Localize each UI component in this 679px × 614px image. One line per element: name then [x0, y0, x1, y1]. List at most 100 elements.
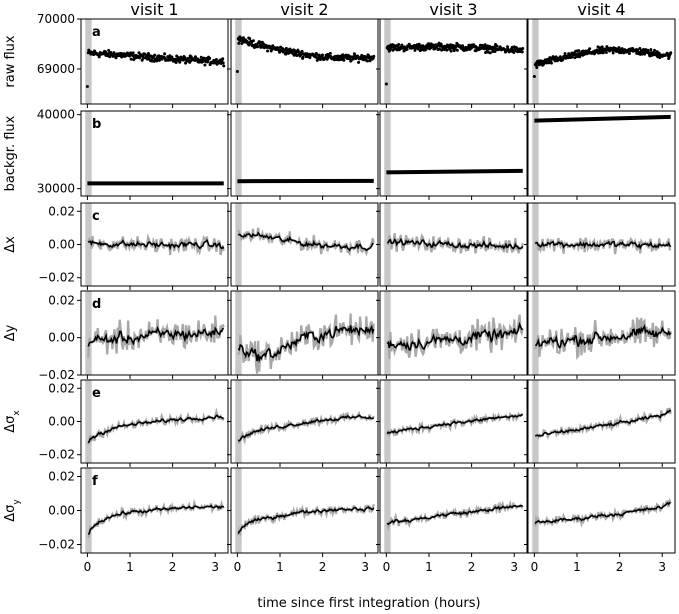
panel-frame: [379, 110, 528, 197]
row-ylabel-text: Δx: [3, 236, 18, 253]
excluded-region-shade: [235, 468, 242, 553]
flux-point: [157, 58, 161, 62]
y-tick-label: 70000: [37, 12, 75, 26]
plot-area: [384, 19, 525, 104]
excluded-region-shade: [532, 111, 539, 196]
y-tick-label: 69000: [37, 62, 75, 76]
flux-point: [449, 49, 453, 53]
x-tick-label: 3: [510, 560, 518, 574]
flux-point: [653, 48, 657, 52]
column-titles: visit 1 visit 2 visit 3 visit 4: [130, 0, 625, 19]
plot-area: [384, 291, 524, 375]
row-ylabel-a: raw flux: [3, 35, 18, 88]
excluded-region-shade: [532, 19, 539, 104]
flux-point: [203, 63, 207, 67]
flux-point: [163, 52, 167, 56]
excluded-region-shade: [532, 291, 539, 375]
smoothed-series-line: [87, 414, 225, 444]
flux-point: [97, 55, 101, 59]
flux-point: [491, 49, 495, 53]
panel-frame: [80, 18, 229, 105]
flux-point: [109, 50, 113, 54]
flux-point: [248, 37, 252, 41]
smoothed-series-line: [534, 240, 672, 250]
flux-point: [400, 43, 404, 47]
x-axis-label: time since first integration (hours): [257, 596, 480, 611]
panel-f-visit-4: [524, 467, 676, 557]
panel-c-visit-1: c: [77, 202, 229, 290]
flux-point: [300, 49, 304, 53]
flux-point: [372, 54, 376, 58]
x-tick-label: 3: [658, 560, 666, 574]
flux-point: [308, 56, 312, 60]
row-ylabel-f: Δσy: [3, 499, 22, 522]
y-tick-label: 0.00: [48, 415, 75, 429]
flux-point: [495, 44, 499, 48]
flux-point: [397, 42, 401, 46]
flux-point: [570, 55, 574, 59]
smoothed-series-line: [237, 414, 375, 442]
flux-point: [604, 51, 608, 55]
smoothed-series-line: [387, 237, 524, 250]
flux-point: [256, 45, 260, 49]
panel-c-visit-4: [524, 202, 676, 290]
flux-point: [214, 57, 218, 61]
flux-point: [391, 48, 395, 52]
background-flux-line: [534, 114, 671, 123]
flux-point: [563, 52, 567, 56]
flux-point: [251, 39, 255, 43]
x-tick-label: 1: [126, 560, 134, 574]
flux-point: [315, 52, 319, 56]
column-title-1: visit 1: [130, 0, 178, 19]
excluded-region-shade: [85, 111, 92, 196]
x-tick-label: 2: [468, 560, 476, 574]
row-ylabel-d: Δy: [3, 324, 18, 341]
x-tick-label: 3: [211, 560, 219, 574]
x-tick-label: 2: [616, 560, 624, 574]
flux-point: [488, 51, 492, 55]
row-ylabel-text: Δσ: [3, 416, 18, 433]
panel-a-visit-3: [376, 18, 528, 108]
flux-point: [320, 53, 324, 57]
plot-area: [384, 468, 524, 553]
y-tick-label: 0.02: [48, 381, 75, 395]
flux-point: [184, 61, 188, 65]
raw-series-line: [386, 233, 524, 254]
y-tick-label: −0.02: [38, 368, 75, 382]
smoothed-series-line: [534, 501, 671, 525]
flux-point: [535, 66, 539, 70]
excluded-region-shade: [85, 203, 92, 286]
panel-frame: [80, 467, 229, 554]
panel-frame: [527, 110, 676, 197]
panel-frame: [379, 290, 528, 376]
flux-point: [111, 54, 115, 58]
panel-e-visit-1: e: [77, 379, 229, 467]
panel-frame: [527, 379, 676, 464]
flux-point: [520, 50, 524, 54]
flux-point: [107, 48, 111, 52]
excluded-region-shade: [384, 111, 391, 196]
flux-point: [284, 46, 288, 50]
x-tick-label: 1: [573, 560, 581, 574]
y-tick-label: 30000: [37, 182, 75, 196]
plot-area: [85, 203, 225, 286]
flux-point: [549, 61, 553, 65]
smoothed-series-line: [87, 504, 225, 535]
x-tick-label: 2: [169, 560, 177, 574]
flux-point: [155, 59, 159, 63]
flux-point: [611, 51, 615, 55]
panel-f-visit-2: [227, 467, 379, 557]
excluded-region-shade: [384, 380, 391, 463]
row-ylabel-subscript: y: [12, 499, 22, 505]
flux-point: [448, 47, 451, 51]
plot-area: [85, 291, 225, 375]
raw-series-line: [534, 317, 672, 361]
smoothed-series-line: [237, 231, 374, 252]
y-tick-label: 40000: [37, 108, 75, 122]
raw-series-line: [87, 315, 225, 358]
excluded-region-shade: [85, 19, 92, 104]
excluded-region-shade: [85, 468, 92, 553]
smoothed-series-line: [386, 413, 523, 435]
flux-point: [549, 59, 553, 63]
flux-point: [521, 46, 525, 50]
